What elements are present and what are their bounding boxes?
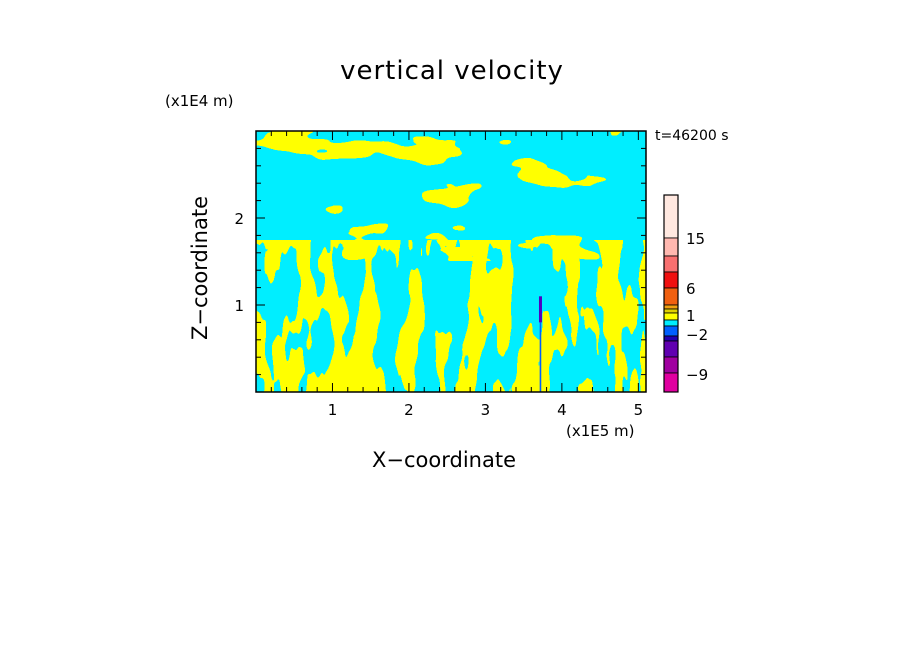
y-tick-label: 1 — [234, 297, 244, 315]
colorbar-band — [663, 237, 679, 257]
x-tick-label: 2 — [404, 401, 414, 419]
colorbar-band — [663, 356, 679, 374]
x-tick-label: 4 — [557, 401, 567, 419]
chart-title: vertical velocity — [340, 56, 564, 86]
colorbar-label: 15 — [686, 230, 705, 248]
z-axis-unit: (x1E4 m) — [165, 92, 234, 110]
colorbar-label: 6 — [686, 280, 696, 298]
colorbar-band — [663, 335, 679, 342]
x-tick-label: 1 — [328, 401, 338, 419]
colorbar-border — [663, 194, 679, 393]
colorbar-band — [663, 255, 679, 273]
colorbar-band — [663, 287, 679, 306]
time-label: t=46200 s — [655, 128, 729, 144]
colorbar-label: −9 — [686, 366, 708, 384]
colorbar-band — [663, 304, 679, 310]
downdraft-streak-lower — [539, 322, 542, 392]
colorbar-band — [663, 372, 679, 393]
field-positive-upper — [256, 131, 646, 261]
colorbar-band — [663, 194, 679, 239]
x-tick-label: 3 — [481, 401, 491, 419]
velocity-field — [256, 131, 646, 392]
downdraft-streak — [538, 296, 542, 323]
field-positive-lower — [256, 240, 646, 392]
colorbar-band — [663, 308, 679, 314]
colorbar: 15 6 1−2 −9 — [663, 194, 708, 393]
colorbar-label: 1 — [686, 307, 696, 325]
colorbar-band — [663, 271, 679, 289]
plot-frame — [255, 130, 647, 393]
plot-border — [255, 130, 647, 393]
x-axis-unit: (x1E5 m) — [566, 422, 635, 440]
axis-ticks: 1 2 3 4 5 1 2 — [234, 131, 646, 419]
colorbar-band — [663, 319, 679, 327]
colorbar-label: −2 — [686, 326, 708, 344]
colorbar-band — [663, 325, 679, 337]
x-axis-label: X−coordinate — [372, 448, 516, 472]
colorbar-band — [663, 312, 679, 321]
colorbar-band — [663, 340, 679, 358]
x-tick-label: 5 — [634, 401, 644, 419]
y-tick-label: 2 — [234, 210, 244, 228]
